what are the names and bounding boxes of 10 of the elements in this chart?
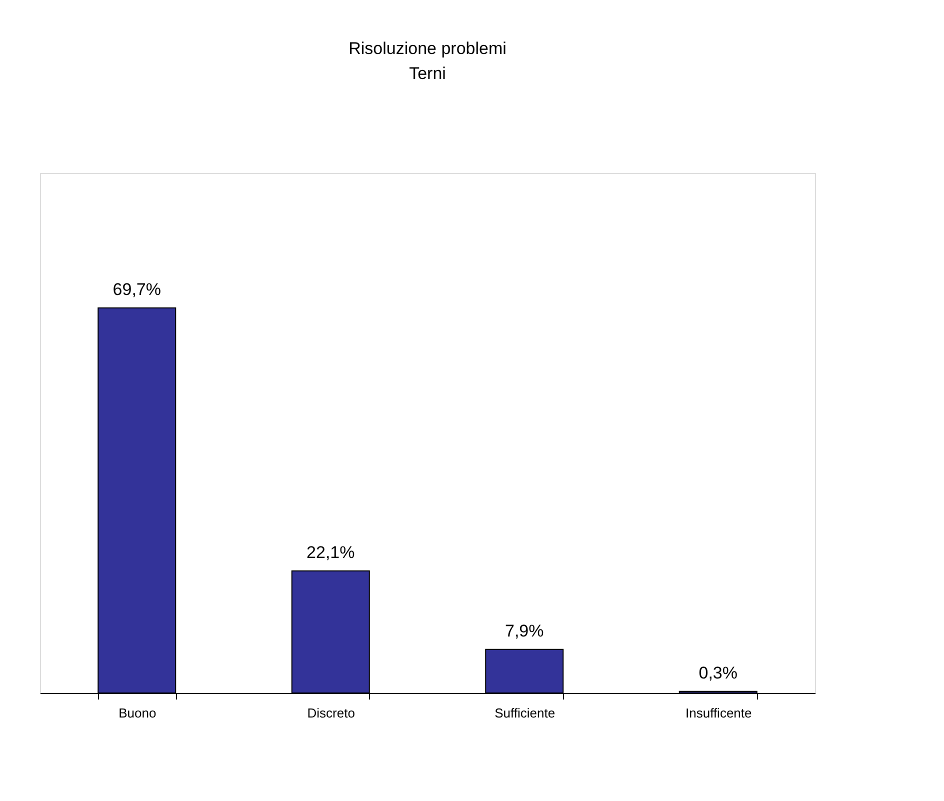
x-tick-label: Insufficente [685, 706, 752, 720]
chart-title: Risoluzione problemi [348, 39, 506, 58]
x-tick-label: Discreto [307, 706, 355, 720]
data-label: 7,9% [505, 621, 544, 640]
data-label: 0,3% [698, 663, 738, 682]
x-tick-label: Buono [118, 706, 156, 720]
data-label: 22,1% [306, 542, 355, 562]
x-tick-label: Sufficiente [494, 706, 556, 720]
chart-subtitle: Terni [409, 64, 446, 83]
data-label: 69,7% [112, 280, 161, 299]
